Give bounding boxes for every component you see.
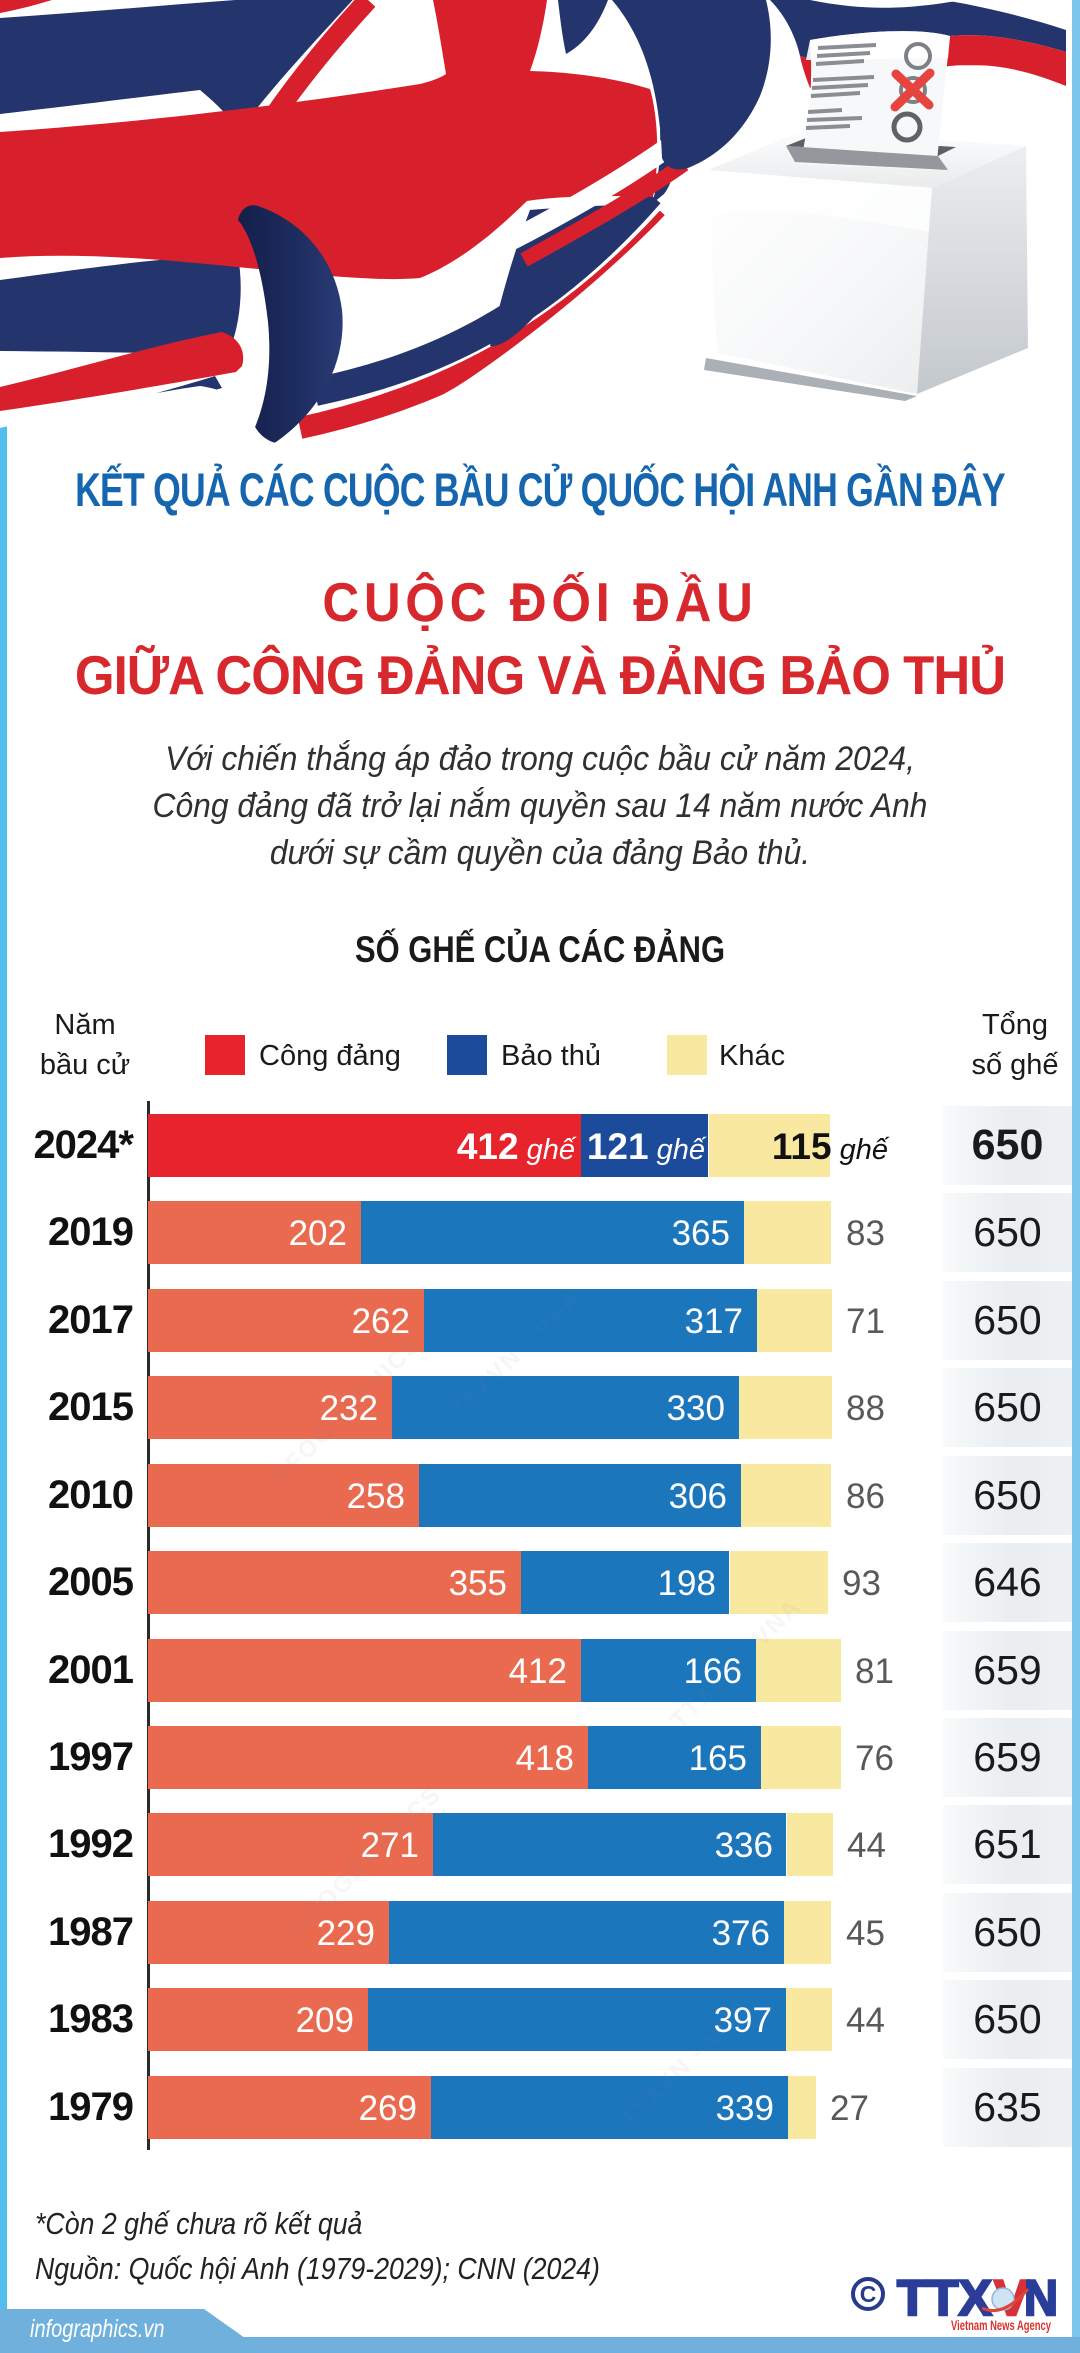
svg-text:N: N xyxy=(1024,2270,1058,2326)
svg-text:Vietnam News Agency: Vietnam News Agency xyxy=(951,2318,1051,2333)
svg-text:C: C xyxy=(860,2281,877,2307)
svg-text:TTX: TTX xyxy=(897,2270,992,2326)
